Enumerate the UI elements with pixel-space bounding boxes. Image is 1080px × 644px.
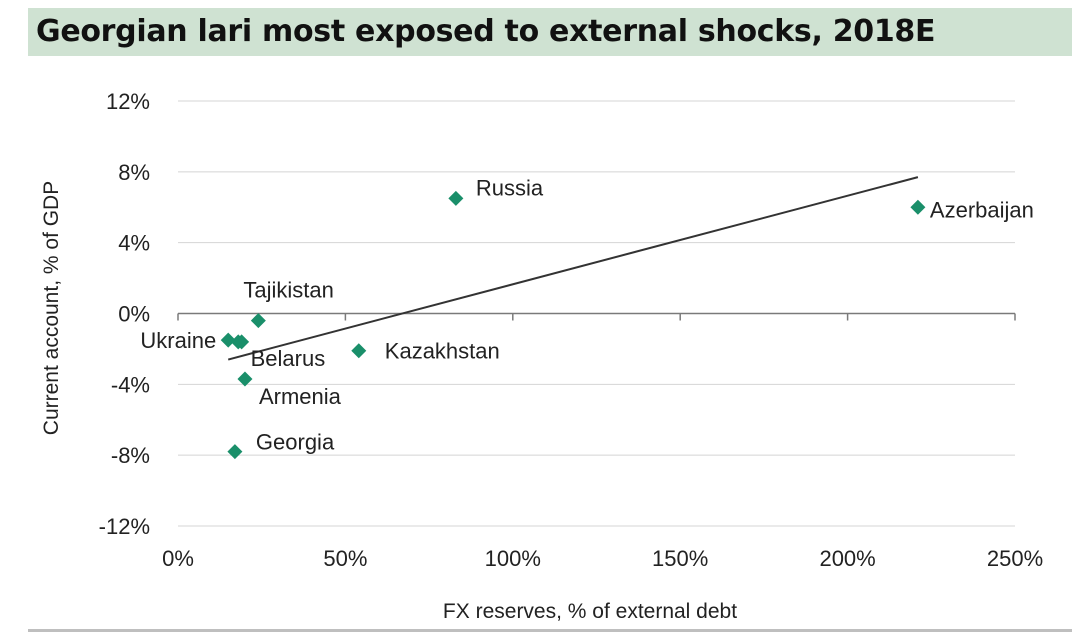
x-tick-label: 150% [652,546,708,571]
trendline [227,176,919,361]
point-russia [448,190,464,206]
x-tick-label: 100% [485,546,541,571]
point-labels: Russia Azerbaijan Tajikistan Ukraine Belarus… [140,175,1033,454]
point-belarus [234,334,250,350]
point-label-tajikistan: Tajikistan [243,278,333,303]
point-georgia [227,444,243,460]
y-tick-label: -12% [99,514,150,539]
point-label-belarus: Belarus [251,346,326,371]
y-tick-label: 12% [106,89,150,114]
y-tick-label: 4% [118,231,150,256]
point-label-kazakhstan: Kazakhstan [385,339,500,364]
point-azerbaijan [910,199,926,215]
point-ukraine [220,332,236,348]
bottom-rule [28,629,1072,632]
point-armenia [237,371,253,387]
title-bar: Georgian lari most exposed to external s… [28,8,1072,56]
x-axis-label: FX reserves, % of external debt [443,600,737,623]
y-tick-label: -4% [111,372,150,397]
x-tick-label: 200% [819,546,875,571]
point-label-georgia: Georgia [256,430,335,455]
point-label-armenia: Armenia [259,384,342,409]
y-axis-label: Current account, % of GDP [40,181,63,435]
x-axis [177,312,1016,321]
point-kazakhstan [351,343,367,359]
x-tick-label: 250% [987,546,1043,571]
x-tick-label: 50% [323,546,367,571]
point-label-azerbaijan: Azerbaijan [930,197,1034,222]
y-tick-label: 8% [118,160,150,185]
point-tajikistan [250,313,266,329]
data-points [220,190,926,460]
x-tick-label: 0% [162,546,194,571]
trendline-group [227,176,919,361]
y-tick-label: 0% [118,302,150,327]
gridlines [178,100,1015,527]
y-tick-labels: 12% 8% 4% 0% -4% -8% -12% [99,89,150,539]
y-tick-label: -8% [111,443,150,468]
x-tick-labels: 0% 50% 100% 150% 200% 250% [162,546,1043,571]
chart-title: Georgian lari most exposed to external s… [36,14,936,49]
point-label-russia: Russia [476,175,544,200]
point-label-ukraine: Ukraine [140,328,216,353]
